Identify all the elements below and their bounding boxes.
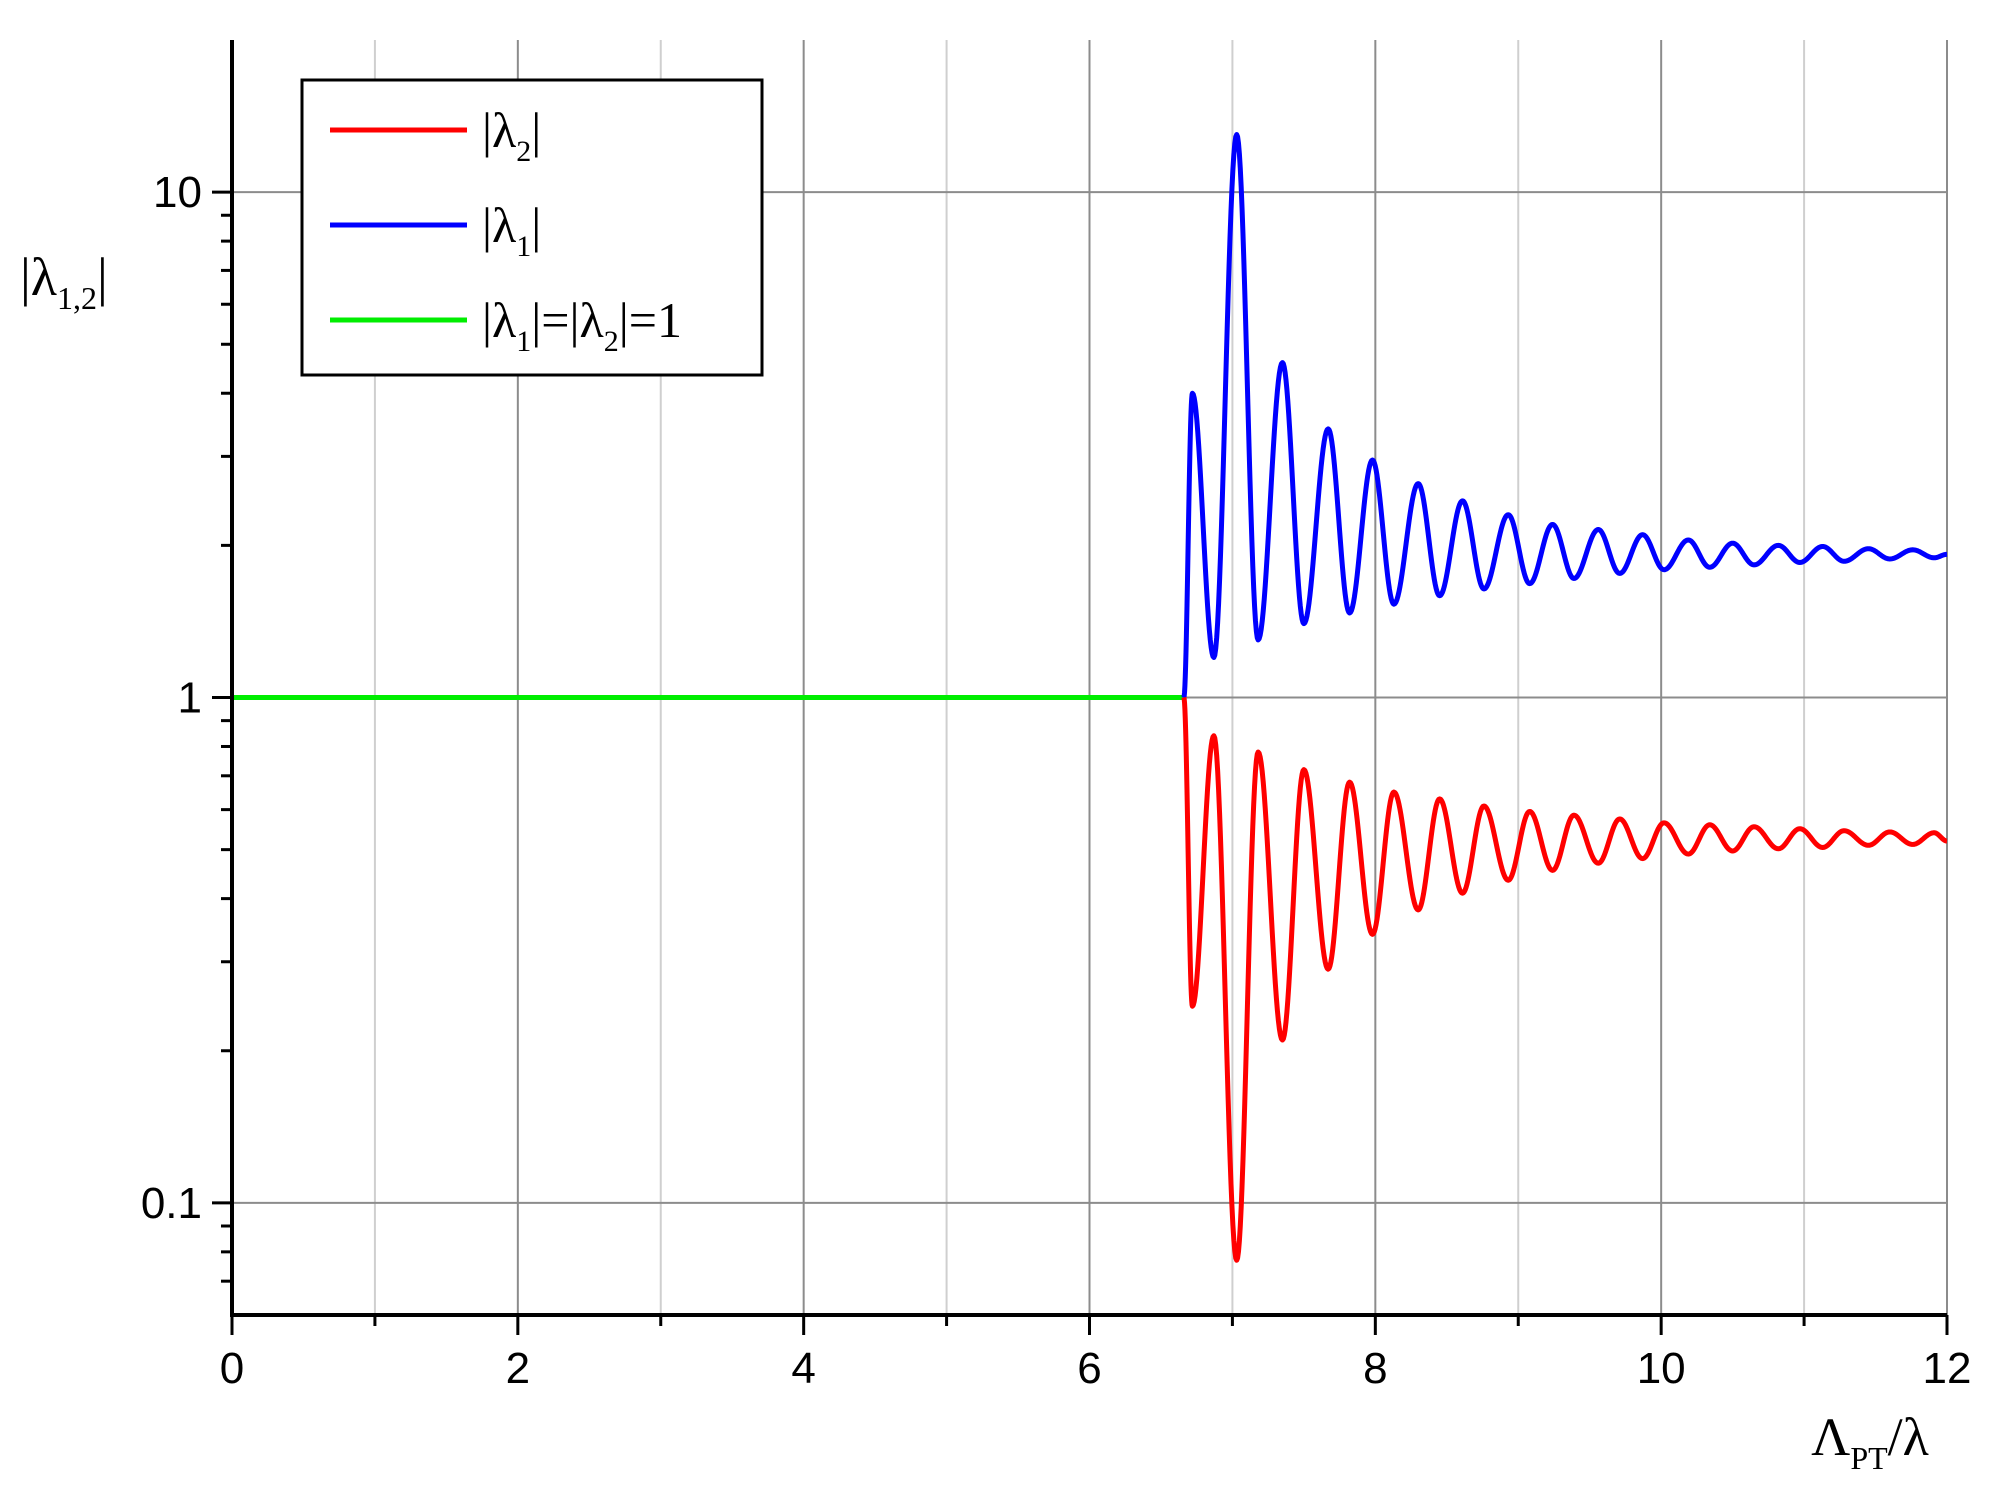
y-tick-label-1: 1	[178, 674, 202, 723]
x-tick-label-6: 6	[1077, 1344, 1101, 1393]
series-line-lambda2	[1181, 696, 1949, 1263]
x-tick-label-8: 8	[1363, 1344, 1387, 1393]
y-tick-label-10: 10	[153, 168, 202, 217]
legend-label-lambda1: |λ1|	[482, 197, 541, 263]
y-axis-label: |λ1,2|	[20, 247, 108, 316]
x-tick-label-0: 0	[220, 1344, 244, 1393]
series-line-lambda1	[1181, 132, 1949, 699]
x-tick-label-12: 12	[1923, 1344, 1972, 1393]
x-tick-label-2: 2	[506, 1344, 530, 1393]
tick-labels: 0 2 4 6 8 10 12 0.1 1 10	[141, 168, 1972, 1393]
legend: |λ2| |λ1| |λ1|=|λ2|=1	[300, 78, 764, 377]
legend-label-unity: |λ1|=|λ2|=1	[482, 292, 682, 358]
axes	[212, 40, 1949, 1335]
y-tick-label-0.1: 0.1	[141, 1179, 202, 1228]
x-tick-label-10: 10	[1637, 1344, 1686, 1393]
x-axis-label: ΛPT/λ	[1811, 1407, 1929, 1476]
grid	[231, 40, 1948, 1315]
x-tick-label-4: 4	[791, 1344, 815, 1393]
legend-label-lambda2: |λ2|	[482, 102, 541, 168]
series-layer	[232, 132, 1949, 1263]
